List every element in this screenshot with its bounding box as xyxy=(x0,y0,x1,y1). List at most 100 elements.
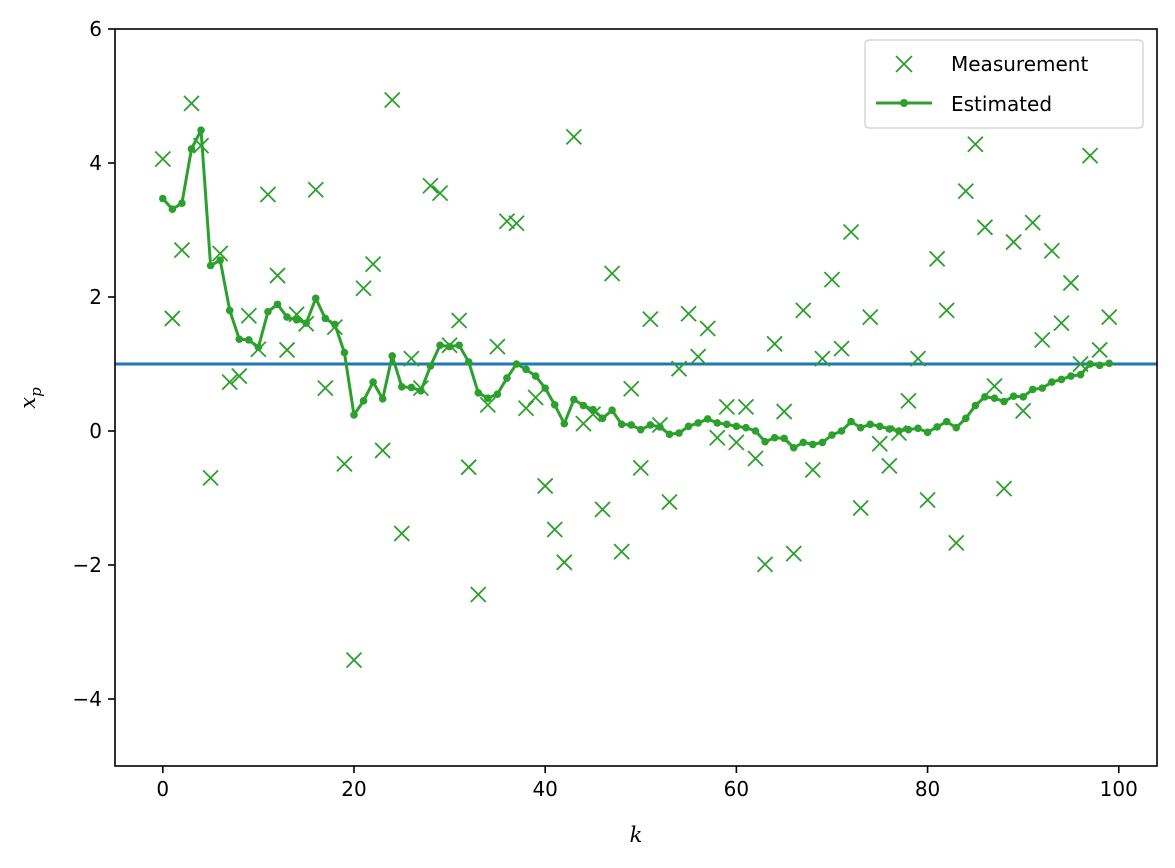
measurement-point xyxy=(240,307,257,324)
measurement-point xyxy=(642,310,659,328)
measurement-point xyxy=(756,556,774,573)
measurement-point xyxy=(795,302,812,319)
measurement-point xyxy=(594,501,611,518)
estimated-point xyxy=(206,261,215,270)
estimated-point xyxy=(598,414,607,423)
estimated-point xyxy=(971,401,980,410)
measurement-point xyxy=(259,186,277,203)
estimated-point xyxy=(388,352,397,360)
estimated-point xyxy=(828,431,836,439)
measurement-point xyxy=(355,280,372,297)
estimated-point xyxy=(216,256,224,264)
estimated-point xyxy=(885,425,894,433)
measurement-point xyxy=(470,586,487,603)
measurement-point xyxy=(785,545,802,562)
measurement-point xyxy=(278,341,296,359)
estimated-point xyxy=(541,384,549,392)
estimated-point xyxy=(1076,370,1085,379)
estimated-point xyxy=(292,315,301,324)
estimated-point xyxy=(445,342,454,351)
measurement-point xyxy=(919,491,936,509)
estimated-point xyxy=(942,417,951,426)
estimated-point xyxy=(158,194,167,203)
measurement-point xyxy=(374,442,391,459)
x-tick-label: 100 xyxy=(1100,777,1138,801)
estimated-point xyxy=(369,378,377,386)
estimated-point xyxy=(723,420,731,429)
estimated-point xyxy=(197,126,205,134)
estimated-point xyxy=(235,335,244,344)
measurement-point xyxy=(537,477,554,495)
measurement-point xyxy=(852,499,869,517)
measurement-point xyxy=(900,392,917,409)
estimated-point xyxy=(780,434,788,443)
measurement-point xyxy=(948,534,965,552)
measurement-point xyxy=(957,183,974,200)
estimated-point xyxy=(713,419,722,427)
measurement-point xyxy=(556,554,573,571)
measurement-point xyxy=(814,350,831,367)
x-ticks: 0 20 40 60 80 100 xyxy=(156,766,1138,801)
estimated-point xyxy=(455,341,463,350)
estimated-point xyxy=(818,438,827,447)
measurement-point xyxy=(345,652,363,669)
axes-frame xyxy=(114,28,1158,767)
measurement-point xyxy=(632,459,649,476)
y-tick-label: 4 xyxy=(89,151,102,175)
estimated-point xyxy=(1067,372,1075,380)
estimated-point xyxy=(1019,393,1027,401)
estimated-point xyxy=(359,397,368,405)
estimated-point xyxy=(1057,375,1066,384)
measurement-point xyxy=(909,350,927,367)
y-axis-label-subscript: p xyxy=(27,387,45,397)
measurement-point xyxy=(995,480,1013,497)
measurement-point xyxy=(823,271,841,288)
measurement-point xyxy=(192,137,210,154)
y-tick-label: 6 xyxy=(89,17,102,41)
measurement-point xyxy=(1062,274,1080,292)
measurement-point xyxy=(565,128,582,146)
measurement-point xyxy=(422,177,439,194)
estimated-point xyxy=(608,406,616,415)
estimated-point xyxy=(847,417,855,426)
measurement-point xyxy=(737,398,755,416)
estimated-point xyxy=(178,199,186,207)
estimated-point xyxy=(1000,397,1008,406)
estimated-point xyxy=(311,294,320,303)
measurement-point xyxy=(546,521,563,538)
estimated-point xyxy=(1048,378,1056,386)
estimated-point xyxy=(350,411,358,419)
estimated-point xyxy=(837,427,846,435)
estimated-point xyxy=(245,336,253,344)
estimated-point xyxy=(503,374,511,382)
measurement-point xyxy=(776,403,793,420)
estimated-point xyxy=(751,427,760,435)
plot-area xyxy=(115,29,1157,766)
measurement-point xyxy=(1081,147,1099,164)
measurement-point xyxy=(479,396,496,414)
measurement-point xyxy=(728,434,745,451)
x-tick-label: 40 xyxy=(532,777,557,801)
legend-estimated-marker xyxy=(876,99,932,107)
estimated-line xyxy=(161,128,1110,450)
measurement-point xyxy=(661,493,678,511)
measurement-point xyxy=(670,360,688,377)
measurement-point xyxy=(881,457,898,474)
y-axis-label: xp xyxy=(16,387,45,409)
measurement-point xyxy=(1024,214,1041,231)
measurement-point xyxy=(489,338,506,355)
measurement-point xyxy=(527,389,544,406)
measurement-point xyxy=(690,348,707,365)
estimated-point xyxy=(770,433,779,442)
estimated-point xyxy=(254,343,263,352)
estimated-point xyxy=(264,307,272,316)
measurement-point xyxy=(603,265,621,282)
measurement-point xyxy=(1101,308,1118,326)
measurement-point xyxy=(269,267,286,284)
estimated-point xyxy=(799,438,808,447)
estimated-point xyxy=(474,389,483,397)
estimated-point xyxy=(1095,361,1104,370)
estimated-point xyxy=(684,422,693,431)
estimated-point xyxy=(761,437,769,446)
